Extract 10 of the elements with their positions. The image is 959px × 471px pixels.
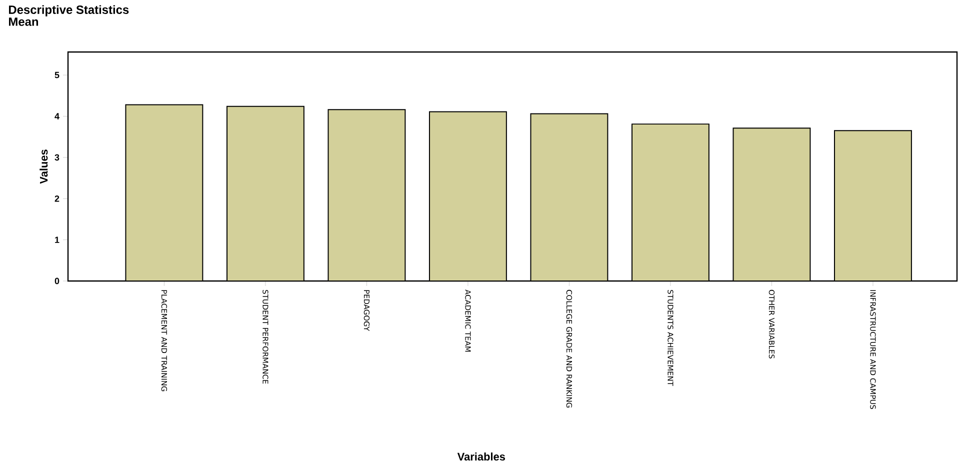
x-axis-title: Variables [457, 452, 506, 461]
y-axis-title: Values [40, 150, 48, 184]
chart-subtitle: Mean [9, 18, 38, 26]
y-tick-label: 1 [55, 236, 60, 243]
y-tick-label: 4 [54, 113, 60, 120]
y-tick-label: 0 [54, 278, 60, 284]
y-tick-label: 3 [54, 154, 60, 161]
y-tick-label: 2 [54, 195, 60, 202]
y-tick-label: 5 [54, 72, 60, 78]
chart-title: Descriptive Statistics [9, 5, 129, 16]
